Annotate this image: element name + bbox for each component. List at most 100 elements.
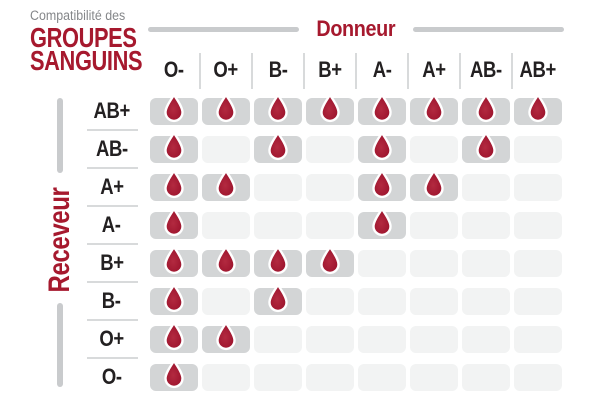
blood-drop-icon [164, 321, 184, 351]
compatibility-cell-incompatible [462, 364, 510, 391]
compatibility-cell-incompatible [358, 288, 406, 315]
compatibility-cell-incompatible [410, 212, 458, 239]
receiver-axis-label: Receveur [43, 187, 76, 293]
compatibility-cell-compatible [254, 283, 302, 315]
compatibility-cell-compatible [254, 131, 302, 163]
blood-drop-icon [372, 207, 392, 237]
receiver-type-label-text: AB+ [93, 98, 130, 123]
blood-drop-icon [320, 93, 340, 123]
compatibility-cell-compatible [306, 245, 354, 277]
blood-drop-icon [372, 93, 392, 123]
compatibility-cell-compatible [202, 321, 250, 353]
receiver-type-label-text: O+ [99, 326, 124, 351]
blood-drop-icon [164, 359, 184, 389]
compatibility-cell-incompatible [462, 288, 510, 315]
blood-drop-icon [372, 131, 392, 161]
donor-type-header-text: A- [372, 57, 392, 82]
receiver-type-label: B- [85, 282, 138, 321]
blood-drop-icon [268, 131, 288, 161]
donor-type-header: A+ [407, 50, 460, 90]
compatibility-cell-incompatible [254, 174, 302, 201]
compatibility-cell-compatible [254, 245, 302, 277]
compatibility-cell-compatible [254, 93, 302, 125]
donor-type-header-text: B- [268, 57, 288, 82]
compatibility-cell-compatible [150, 131, 198, 163]
receiver-type-label-text: AB- [95, 136, 128, 161]
donor-type-header-text: AB- [470, 57, 502, 82]
donor-type-header: AB- [459, 50, 512, 90]
blood-drop-icon [268, 93, 288, 123]
donor-type-header-text: O+ [213, 57, 239, 82]
compatibility-cell-incompatible [410, 250, 458, 277]
compatibility-cell-compatible [462, 93, 510, 125]
compatibility-cell-incompatible [254, 212, 302, 239]
compatibility-cell-compatible [410, 93, 458, 125]
donor-axis-line-right [412, 26, 565, 32]
compatibility-cell-incompatible [514, 250, 562, 277]
donor-type-header: O- [148, 50, 200, 90]
compatibility-cell-compatible [202, 169, 250, 201]
chart-title-line2: SANGUINS [30, 45, 143, 76]
compatibility-cell-incompatible [358, 250, 406, 277]
receiver-axis-line-bottom [57, 303, 63, 387]
blood-drop-icon [476, 93, 496, 123]
compatibility-cell-compatible [358, 131, 406, 163]
blood-drop-icon [164, 245, 184, 275]
compatibility-cell-compatible [150, 169, 198, 201]
compatibility-cell-incompatible [306, 364, 354, 391]
compatibility-cell-incompatible [462, 250, 510, 277]
compatibility-cell-incompatible [202, 288, 250, 315]
compatibility-cell-incompatible [202, 364, 250, 391]
donor-axis: Donneur [148, 16, 565, 42]
compatibility-cell-incompatible [410, 136, 458, 163]
compatibility-cell-incompatible [462, 174, 510, 201]
compatibility-cell-compatible [202, 245, 250, 277]
compatibility-cell-incompatible [358, 326, 406, 353]
receiver-type-label: O- [85, 358, 138, 396]
receiver-type-label: A- [85, 206, 138, 245]
compatibility-cell-compatible [358, 93, 406, 125]
chart-title-line1: GROUPES [30, 22, 137, 53]
compatibility-cell-incompatible [410, 364, 458, 391]
donor-axis-line-left [148, 26, 300, 32]
blood-drop-icon [164, 283, 184, 313]
compatibility-cell-compatible [150, 93, 198, 125]
compatibility-cell-compatible [150, 321, 198, 353]
blood-drop-icon [216, 321, 236, 351]
compatibility-matrix [150, 93, 562, 391]
compatibility-cell-compatible [202, 93, 250, 125]
compatibility-cell-incompatible [514, 136, 562, 163]
compatibility-cell-incompatible [254, 326, 302, 353]
compatibility-cell-compatible [306, 93, 354, 125]
blood-drop-icon [216, 169, 236, 199]
compatibility-cell-compatible [150, 283, 198, 315]
compatibility-cell-incompatible [306, 136, 354, 163]
compatibility-cell-incompatible [410, 326, 458, 353]
donor-type-header-text: AB+ [519, 57, 557, 82]
receiver-type-label-text: A- [102, 212, 121, 237]
donor-type-header: O+ [199, 50, 252, 90]
compatibility-cell-compatible [150, 245, 198, 277]
compatibility-cell-compatible [150, 359, 198, 391]
compatibility-cell-incompatible [410, 288, 458, 315]
compatibility-cell-incompatible [514, 326, 562, 353]
compatibility-cell-incompatible [306, 288, 354, 315]
donor-axis-label: Donneur [316, 16, 396, 41]
blood-drop-icon [268, 283, 288, 313]
compatibility-cell-incompatible [202, 136, 250, 163]
compatibility-cell-incompatible [306, 212, 354, 239]
compatibility-cell-incompatible [462, 212, 510, 239]
compatibility-cell-compatible [150, 207, 198, 239]
compatibility-cell-incompatible [306, 326, 354, 353]
receiver-type-label-text: B+ [99, 250, 124, 275]
donor-type-header: A- [355, 50, 408, 90]
chart-title-eyebrow: Compatibilité des [30, 8, 126, 23]
blood-drop-icon [164, 131, 184, 161]
blood-drop-icon [424, 93, 444, 123]
compatibility-cell-compatible [514, 93, 562, 125]
donor-type-header: B- [251, 50, 304, 90]
compatibility-cell-compatible [410, 169, 458, 201]
receiver-type-label-text: O- [101, 364, 122, 389]
chart-title: Compatibilité des GROUPES SANGUINS [30, 8, 174, 76]
